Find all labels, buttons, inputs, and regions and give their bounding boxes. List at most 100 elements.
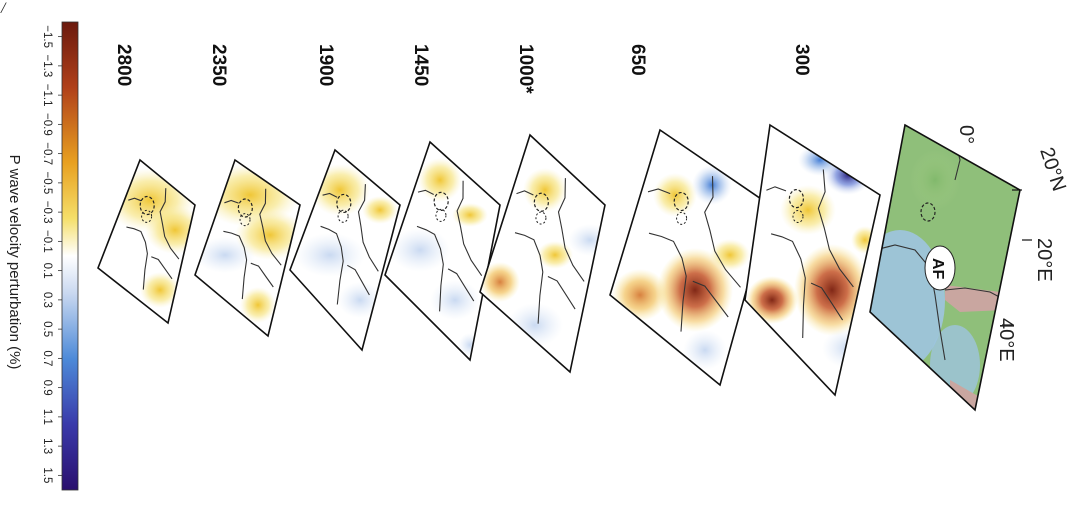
velocity-anomaly [418, 158, 462, 202]
depth-label-1: 2350 [208, 44, 229, 86]
coastline [126, 226, 148, 290]
slice-frame [97, 158, 196, 325]
depth-label-0: 2800 [113, 44, 134, 86]
colorbar-tick-label: 0.3 [41, 292, 53, 308]
coastline [223, 230, 248, 300]
plateau-outline [920, 202, 936, 222]
coastline [416, 225, 444, 312]
colorbar-gradient [61, 21, 79, 491]
colorbar-title: P wave velocity perturbation (%) [6, 155, 23, 370]
velocity-anomaly [235, 210, 300, 260]
coastline [766, 186, 787, 192]
slice-frame [744, 123, 881, 397]
colorbar: −1.5 −1.3 −1.1 −0.9 −0.7 −0.5 −0.3 −0.1 0.1 0.3 0.… [6, 21, 79, 491]
velocity-anomaly [657, 248, 733, 332]
coastline [647, 188, 671, 195]
colorbar-tick-label: −0.3 [41, 201, 53, 224]
plateau-outline [237, 198, 253, 218]
slice-frame [384, 140, 501, 362]
corner-mark: / [1, 0, 6, 17]
depth-label-4: 1000* [515, 44, 536, 94]
plateau-outline [139, 195, 155, 216]
velocity-anomalies [195, 163, 300, 323]
depth-label-6: 300 [791, 44, 812, 76]
coastline [250, 262, 274, 288]
colorbar-tick-label: −0.1 [41, 230, 53, 253]
velocity-anomaly [480, 262, 520, 302]
plateau-outline [141, 209, 153, 223]
plateau-outline [435, 208, 447, 222]
velocity-anomaly [746, 276, 798, 324]
slice-1900 [289, 148, 401, 352]
basemap-frame [869, 123, 1021, 412]
velocity-anomaly [568, 224, 605, 256]
velocity-anomaly [710, 239, 750, 271]
plateau-outline [535, 211, 547, 225]
slice-650 [609, 128, 771, 387]
depth-label-3: 1450 [410, 44, 431, 86]
colorbar-tick-label: 1.5 [41, 467, 53, 483]
velocity-anomaly [145, 206, 195, 254]
colorbar-tick-label: −1.1 [41, 84, 53, 107]
velocity-anomaly [523, 168, 567, 212]
coastline [417, 189, 434, 195]
coastlines [514, 178, 585, 324]
velocity-anomaly [362, 196, 398, 224]
coastline [944, 287, 1006, 301]
coastlines [647, 176, 741, 332]
coastline [128, 197, 142, 202]
coastline [547, 276, 576, 310]
velocity-anomalies [612, 165, 750, 370]
velocity-anomaly [338, 282, 382, 318]
coastline [692, 280, 729, 318]
velocity-anomaly [240, 287, 276, 323]
coastlines [766, 169, 854, 339]
coastline [557, 178, 585, 282]
slice-300 [744, 123, 881, 397]
coastline [151, 256, 173, 280]
plateau-outline [792, 209, 804, 223]
coastline [320, 225, 344, 305]
plateau-outline [676, 211, 688, 225]
longitude-20e-label: 20°E [1033, 238, 1055, 282]
coastline [810, 282, 844, 321]
coastline [817, 169, 854, 288]
plateau-outline [239, 213, 251, 227]
basemap-panel: AF [869, 123, 1032, 412]
colorbar-tick-label: −1.3 [41, 55, 53, 78]
velocity-anomaly [780, 185, 836, 235]
velocity-anomaly [390, 228, 450, 272]
coastlines [223, 188, 282, 300]
slice-1450 [384, 140, 501, 362]
colorbar-tick-label: 0.9 [41, 380, 53, 396]
coastline [648, 232, 687, 332]
colorbar-tick-label: −0.9 [41, 113, 53, 136]
slice-2350 [194, 158, 301, 338]
hotspot-label: AF [929, 258, 946, 280]
coastline [447, 268, 475, 302]
hotspot-marker [924, 245, 956, 291]
coastline [514, 232, 544, 324]
depth-label-2: 1900 [315, 44, 336, 86]
velocity-anomaly [794, 244, 870, 336]
velocity-anomaly [851, 226, 879, 254]
velocity-anomaly [798, 144, 842, 176]
depth-label-5: 650 [627, 44, 648, 76]
plateau-outline [433, 191, 449, 211]
velocity-anomaly [537, 241, 573, 269]
velocity-anomaly [452, 203, 488, 227]
colorbar-tick-label: 1.3 [41, 438, 53, 454]
velocity-anomaly [458, 333, 482, 357]
velocity-anomaly [140, 272, 180, 308]
slice-1000 [479, 133, 606, 374]
coastline [159, 188, 180, 260]
depth-labels: 2800 2350 1900 1450 1000* 650 300 [113, 44, 812, 94]
plateau-outline [788, 189, 805, 209]
longitude-40e-label: 40°E [995, 318, 1017, 362]
plateau-outline [673, 191, 689, 212]
colorbar-tick-label: −0.7 [41, 142, 53, 165]
coastline [357, 184, 379, 272]
velocity-anomaly [683, 330, 727, 370]
colorbar-tick-label: −0.5 [41, 172, 53, 195]
